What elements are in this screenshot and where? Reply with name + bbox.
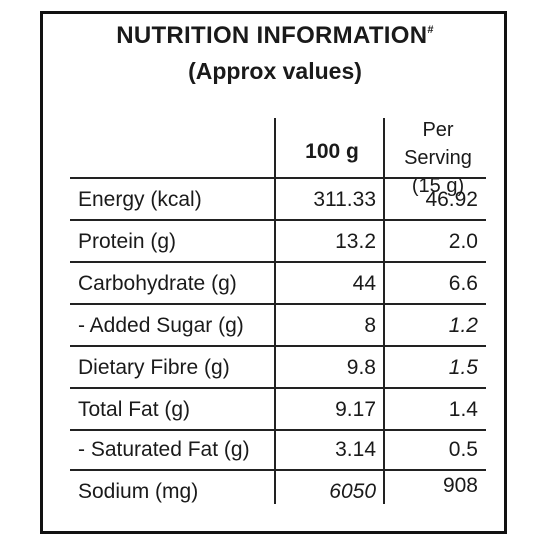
nutrition-label-frame <box>40 11 507 534</box>
value-per-100g: 13.2 <box>335 230 376 253</box>
value-per-100g: 8 <box>364 314 376 337</box>
value-per-serving: 6.6 <box>448 272 478 295</box>
column-header-per-serving: Per Serving (15 g) <box>386 116 490 200</box>
table-row: Carbohydrate (g) 44 6.6 <box>70 264 486 304</box>
column-header-100g: 100 g <box>305 140 359 163</box>
row-divider <box>70 429 486 431</box>
value-per-serving: 0.5 <box>448 438 478 461</box>
table-row: Total Fat (g) 9.17 1.4 <box>70 390 486 430</box>
value-per-serving: 1.4 <box>448 398 478 421</box>
table-row: Dietary Fibre (g) 9.8 1.5 <box>70 348 486 388</box>
row-label: - Added Sugar (g) <box>78 314 244 337</box>
row-label: Energy (kcal) <box>78 188 202 211</box>
value-per-100g: 9.8 <box>346 356 376 379</box>
row-divider <box>70 469 486 471</box>
row-divider <box>70 219 486 221</box>
value-per-100g: 6050 <box>329 480 376 503</box>
row-label: Sodium (mg) <box>78 480 199 503</box>
table-row: Energy (kcal) 311.33 46.92 <box>70 180 486 220</box>
value-per-serving: 46.92 <box>425 188 478 211</box>
row-label: Protein (g) <box>78 230 177 253</box>
table-row: Sodium (mg) 6050 908 <box>70 472 486 512</box>
row-divider <box>70 345 486 347</box>
per-serving-line1: Per Serving <box>404 119 472 169</box>
row-divider <box>70 177 486 179</box>
row-label: Carbohydrate (g) <box>78 272 237 295</box>
value-per-100g: 311.33 <box>313 188 376 211</box>
row-label: - Saturated Fat (g) <box>78 438 250 461</box>
value-per-serving: 908 <box>442 474 478 497</box>
table-row: - Saturated Fat (g) 3.14 0.5 <box>70 430 486 470</box>
label-subtitle: (Approx values) <box>188 58 362 84</box>
row-label: Total Fat (g) <box>78 398 191 421</box>
value-per-100g: 44 <box>352 272 376 295</box>
value-per-serving: 1.2 <box>448 314 478 337</box>
column-divider-2 <box>383 118 385 504</box>
column-divider-1 <box>274 118 276 504</box>
title-footnote-mark: # <box>427 24 434 36</box>
per-serving-line2: (15 g) <box>411 175 465 197</box>
row-divider <box>70 387 486 389</box>
row-divider <box>70 261 486 263</box>
table-row: Protein (g) 13.2 2.0 <box>70 222 486 262</box>
table-row: - Added Sugar (g) 8 1.2 <box>70 306 486 346</box>
row-divider <box>70 303 486 305</box>
value-per-serving: 2.0 <box>448 230 478 253</box>
value-per-100g: 9.17 <box>335 398 376 421</box>
title-text: NUTRITION INFORMATION <box>116 22 428 49</box>
row-label: Dietary Fibre (g) <box>78 356 230 379</box>
value-per-serving: 1.5 <box>448 356 478 379</box>
value-per-100g: 3.14 <box>335 438 376 461</box>
label-title: NUTRITION INFORMATION# <box>0 22 550 50</box>
